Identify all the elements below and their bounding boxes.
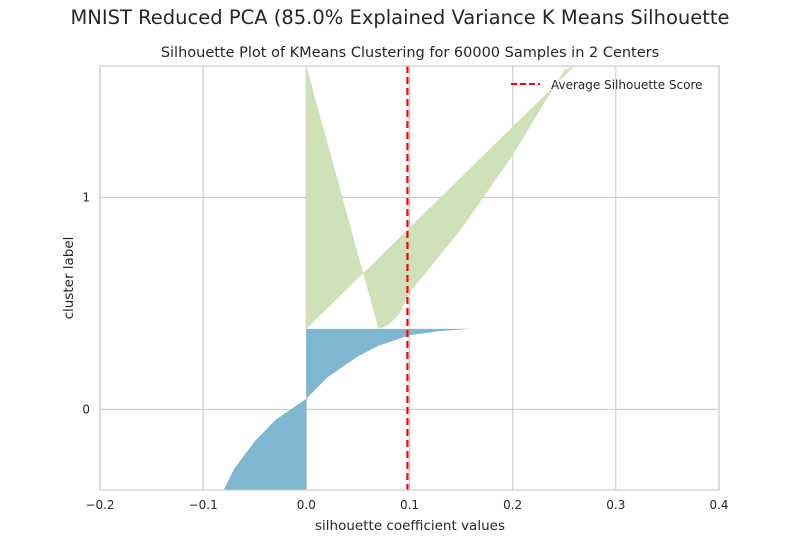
cluster-1-silhouette xyxy=(306,66,575,329)
x-tick-label: 0.4 xyxy=(709,498,728,512)
plot-frame xyxy=(99,65,720,491)
cluster-areas xyxy=(223,66,575,490)
y-axis-label: cluster label xyxy=(61,237,77,320)
y-tick-labels: 01 xyxy=(82,190,90,416)
x-tick-label: −0.1 xyxy=(189,498,218,512)
x-tick-label: 0.0 xyxy=(297,498,316,512)
legend-average-label: Average Silhouette Score xyxy=(551,78,703,92)
chart-title: Silhouette Plot of KMeans Clustering for… xyxy=(161,45,659,61)
figure-suptitle: MNIST Reduced PCA (85.0% Explained Varia… xyxy=(70,6,730,29)
x-tick-label: −0.2 xyxy=(85,498,114,512)
x-tick-label: 0.1 xyxy=(400,498,419,512)
x-axis-label: silhouette coefficient values xyxy=(315,518,505,534)
x-tick-label: 0.2 xyxy=(503,498,522,512)
legend: Average Silhouette Score xyxy=(511,78,703,92)
y-tick-label: 1 xyxy=(82,190,90,204)
x-tick-label: 0.3 xyxy=(606,498,625,512)
cluster-0-silhouette xyxy=(223,328,472,490)
x-tick-labels: −0.2 −0.1 0.0 0.1 0.2 0.3 0.4 xyxy=(85,498,728,512)
y-tick-label: 0 xyxy=(82,402,90,416)
